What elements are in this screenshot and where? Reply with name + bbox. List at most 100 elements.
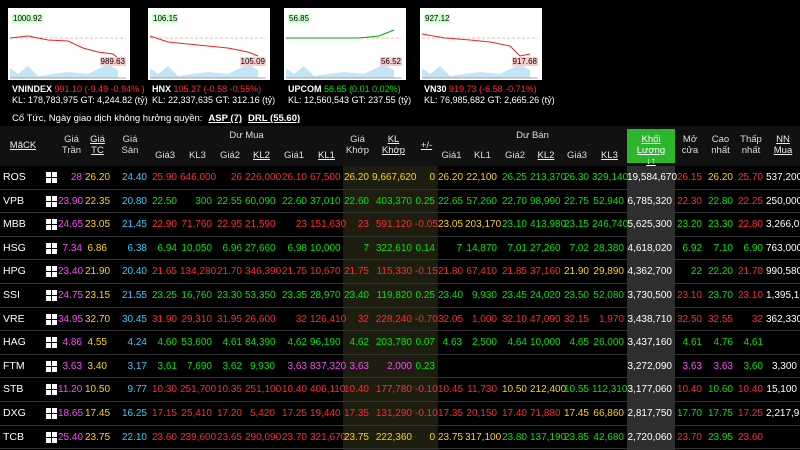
cell-value: 28,380 — [593, 242, 624, 254]
group-buy: Dư Mua — [229, 130, 264, 141]
cell-value: 27,660 — [245, 242, 276, 254]
cell-value: 4.64 — [507, 337, 527, 349]
index-high: 106.15 — [152, 14, 179, 23]
detail-icon[interactable] — [46, 172, 57, 183]
column-header: Giá2 — [504, 150, 526, 161]
symbol: HPG — [3, 265, 26, 278]
cell-value: -0.15 — [415, 266, 438, 278]
cell-value: 22.30 — [676, 195, 702, 207]
cell-value: 537,200 — [766, 172, 800, 183]
cell-value: 112,310 — [592, 384, 628, 396]
cell-value: 10.45 — [438, 384, 464, 396]
symbol: HAG — [3, 336, 26, 349]
detail-icon[interactable] — [46, 408, 57, 419]
index-volume: KL: 178,783,975 — [12, 95, 79, 105]
cell-value: 26.25 — [501, 172, 527, 183]
cell-value: 7.02 — [569, 242, 589, 254]
cell-value: 26,600 — [245, 313, 276, 325]
cell-value: 10.40 — [676, 384, 702, 396]
cell-value: 7 — [456, 242, 462, 254]
index-sparkline — [421, 33, 538, 79]
column-header: KL1 — [318, 150, 335, 161]
detail-icon[interactable] — [46, 431, 57, 443]
cell-value: 47,090 — [530, 313, 561, 325]
cell-value: 4.62 — [287, 337, 307, 349]
cell-value: 71,880 — [530, 408, 561, 419]
cell-value: 403,370 — [375, 195, 412, 207]
index-low: 56.52 — [379, 57, 402, 66]
cell-value: 212,400 — [530, 384, 567, 396]
symbol: VRE — [3, 312, 25, 325]
index-low: 105.09 — [239, 57, 266, 66]
cell-value: 203,170 — [465, 219, 502, 231]
cell-value: 32.50 — [676, 313, 702, 325]
index-value-traded: GT: 4,244.82 (tỷ) — [80, 95, 148, 105]
cell-value: 7.01 — [507, 242, 527, 254]
cell-value: 22.90 — [151, 219, 177, 231]
cell-value: 22.35 — [85, 195, 111, 207]
symbol: FTM — [3, 359, 25, 372]
cell-value: 26.30 — [563, 172, 589, 183]
cell-value: 23.10 — [737, 290, 763, 301]
cell-value: 17.70 — [676, 408, 702, 419]
cell-value: 6.92 — [682, 242, 702, 254]
cell-value: 29,890 — [593, 266, 624, 278]
cell-value: 34.95 — [58, 313, 84, 325]
cell-value: 2,500 — [471, 337, 497, 349]
cell-value: 591,120 — [375, 219, 412, 231]
cell-value: 406,110 — [310, 384, 346, 396]
cell-value: 23.15 — [85, 290, 111, 301]
cell-value: 239,600 — [180, 431, 217, 443]
cell-value: 10.60 — [707, 384, 733, 396]
cell-value: 4.63 — [442, 337, 462, 349]
cell-value: 119,820 — [376, 290, 412, 301]
column-header: +/- — [420, 140, 433, 151]
cell-value: 22.80 — [707, 195, 733, 207]
cell-value: 42,680 — [593, 431, 624, 443]
cell-value: 11.20 — [58, 384, 83, 396]
detail-icon[interactable] — [46, 242, 57, 254]
detail-icon[interactable] — [46, 360, 57, 372]
cell-value: 20.40 — [121, 266, 147, 278]
index-info: VN30 919.73 (-6.58 -0.71%) KL: 76,985,682… — [424, 84, 555, 106]
cell-value: 21.45 — [121, 219, 147, 231]
cell-value: 9,930 — [471, 290, 497, 301]
detail-icon[interactable] — [46, 290, 57, 301]
cell-value: 17.15 — [151, 408, 177, 419]
cell-value: 23.45 — [501, 290, 527, 301]
cell-value: 21.70 — [737, 266, 763, 278]
cell-value: 9,930 — [249, 360, 275, 372]
cell-value: 32.05 — [438, 313, 464, 325]
column-header: Giá1 — [283, 150, 305, 161]
detail-icon[interactable] — [46, 337, 57, 349]
index-line: KL: 76,985,682 GT: 2,665.26 (tỷ) — [424, 95, 555, 106]
cell-value: 23.15 — [563, 219, 589, 231]
cell-value: 3.61 — [157, 360, 177, 372]
index-name: HNX — [152, 84, 172, 94]
cell-value: 23.60 — [737, 431, 763, 443]
symbol: HSG — [3, 241, 26, 254]
cell-value: 0.07 — [415, 337, 435, 349]
detail-icon[interactable] — [46, 384, 57, 396]
cell-value: 2,000 — [386, 360, 412, 372]
index-high: 927.12 — [424, 14, 451, 23]
cell-value: 321,670 — [310, 431, 347, 443]
index-name: VNINDEX — [12, 84, 53, 94]
detail-icon[interactable] — [46, 195, 57, 207]
detail-icon[interactable] — [46, 313, 57, 325]
detail-icon[interactable] — [46, 266, 57, 278]
index-change: (0.01 0.02%) — [349, 84, 401, 94]
cell-value: 24,020 — [530, 290, 561, 301]
cell-value: 32.15 — [563, 313, 589, 325]
cell-value: 763,000 — [766, 242, 800, 254]
symbol: TCB — [3, 430, 24, 443]
cell-value: 30.45 — [121, 313, 147, 325]
column-header: MãCK — [9, 140, 37, 151]
cell-value: 23.75 — [343, 431, 369, 443]
detail-icon[interactable] — [46, 219, 57, 231]
cell-value: 3.63 — [682, 360, 702, 372]
index-chart: 1000.92 989.63 — [8, 8, 130, 80]
cell-value: 0 — [429, 431, 435, 443]
cell-value: 52,940 — [593, 195, 624, 207]
cell-value: -0.10 — [415, 384, 438, 396]
